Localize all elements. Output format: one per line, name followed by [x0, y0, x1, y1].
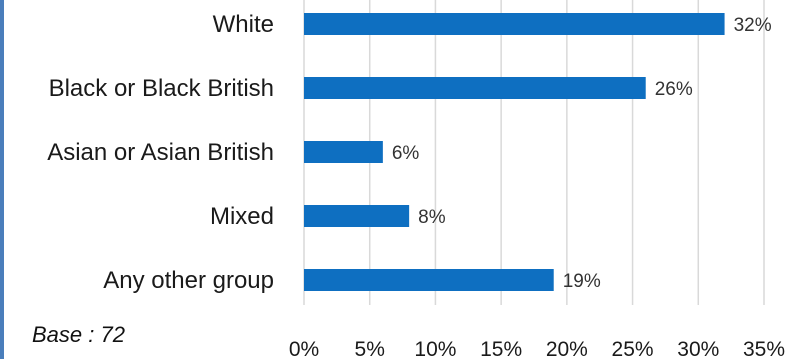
category-label: Mixed: [210, 203, 274, 230]
x-tick-label: 35%: [743, 338, 785, 359]
bar: [304, 77, 646, 99]
x-tick-label: 15%: [480, 338, 522, 359]
category-label: White: [213, 11, 274, 38]
x-tick-label: 10%: [414, 338, 456, 359]
category-label: Any other group: [103, 267, 274, 294]
bar: [304, 13, 725, 35]
data-label: 6%: [392, 143, 420, 164]
bar: [304, 205, 410, 227]
category-label: Black or Black British: [49, 75, 274, 102]
data-label: 19%: [563, 271, 601, 292]
category-label: Asian or Asian British: [47, 139, 274, 166]
base-note: Base : 72: [32, 322, 125, 347]
x-tick-label: 0%: [289, 338, 319, 359]
x-axis-ticks: 0% 5% 10% 15% 20% 25% 30% 35%: [289, 338, 785, 359]
x-tick-label: 5%: [355, 338, 385, 359]
bars: [304, 13, 725, 291]
data-labels: 32% 26% 6% 8% 19%: [392, 15, 772, 292]
x-tick-label: 30%: [677, 338, 719, 359]
grid-lines: [303, 0, 765, 305]
x-tick-label: 20%: [546, 338, 588, 359]
bar: [304, 269, 554, 291]
left-border-rule: [0, 0, 4, 359]
x-tick-label: 25%: [612, 338, 654, 359]
bar: [304, 141, 383, 163]
data-label: 26%: [655, 79, 693, 100]
data-label: 32%: [734, 15, 772, 36]
category-labels: White Black or Black British Asian or Asia…: [47, 11, 274, 294]
data-label: 8%: [418, 207, 446, 228]
